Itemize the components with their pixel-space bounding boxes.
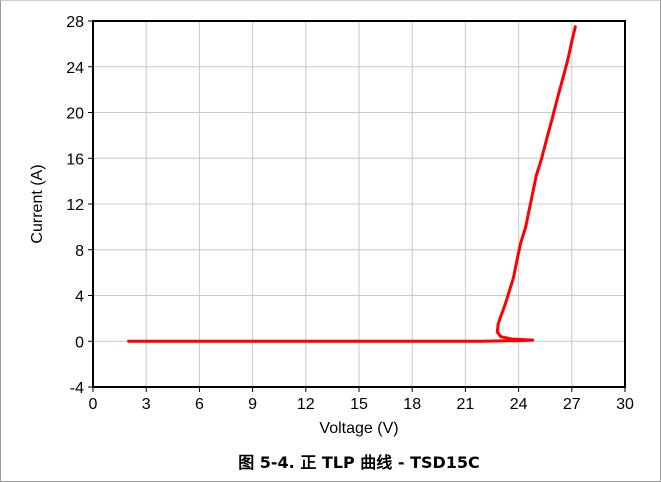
y-tick-label: 16 (66, 151, 84, 168)
y-tick-label: 4 (75, 289, 84, 306)
figure-caption: 图 5-4. 正 TLP 曲线 - TSD15C (238, 453, 480, 472)
x-tick-label: 12 (297, 396, 315, 413)
x-tick-label: 15 (350, 396, 368, 413)
y-tick-label: 24 (66, 60, 84, 77)
x-tick-label: 21 (457, 396, 475, 413)
x-tick-label: 9 (248, 396, 257, 413)
x-tick-label: 27 (563, 396, 581, 413)
series-line (127, 25, 577, 343)
x-tick-label: 6 (195, 396, 204, 413)
y-tick-label: 0 (75, 334, 84, 351)
y-tick-label: 8 (75, 243, 84, 260)
x-tick-label: 3 (142, 396, 151, 413)
y-tick-label: 12 (66, 197, 84, 214)
grid (93, 21, 625, 387)
x-axis-ticks: 0 3 6 9 12 15 18 21 24 27 30 (89, 387, 634, 413)
x-tick-label: 30 (616, 396, 634, 413)
x-tick-label: 18 (403, 396, 421, 413)
y-tick-label: -4 (70, 380, 84, 397)
x-tick-label: 24 (510, 396, 528, 413)
series-layer (127, 25, 577, 343)
y-axis-ticks: -4 0 4 8 12 16 20 24 28 (66, 14, 93, 397)
x-tick-label: 0 (89, 396, 98, 413)
y-tick-label: 20 (66, 106, 84, 123)
y-axis-label: Current (A) (29, 164, 46, 243)
y-tick-label: 28 (66, 14, 84, 31)
x-axis-label: Voltage (V) (319, 420, 398, 437)
